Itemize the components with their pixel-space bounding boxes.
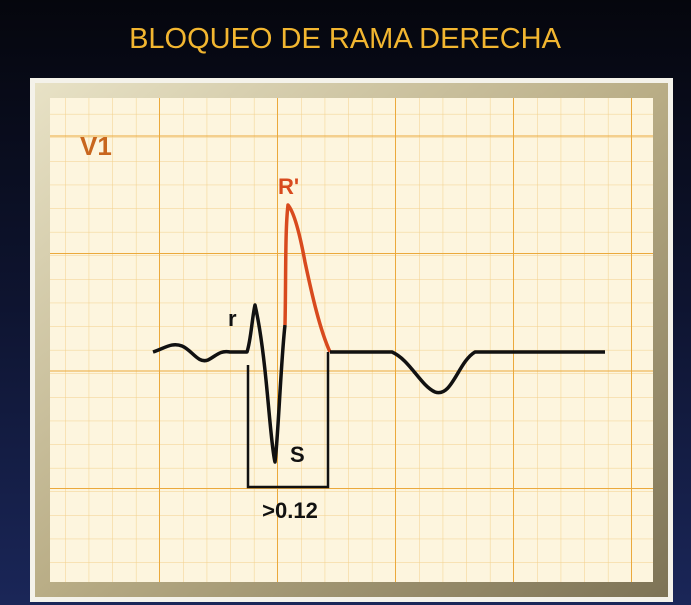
s-label: S <box>290 442 305 467</box>
major-grid <box>50 98 653 582</box>
ecg-r-prime <box>283 203 332 353</box>
lead-label: V1 <box>80 131 112 161</box>
r-label: r <box>228 306 237 331</box>
ecg-trace <box>152 303 287 464</box>
duration-label: >0.12 <box>262 498 318 523</box>
r-prime-label: R' <box>278 174 299 199</box>
title: BLOQUEO DE RAMA DERECHA <box>129 23 562 55</box>
duration-bracket <box>246 352 330 489</box>
ecg-trace <box>330 350 605 395</box>
